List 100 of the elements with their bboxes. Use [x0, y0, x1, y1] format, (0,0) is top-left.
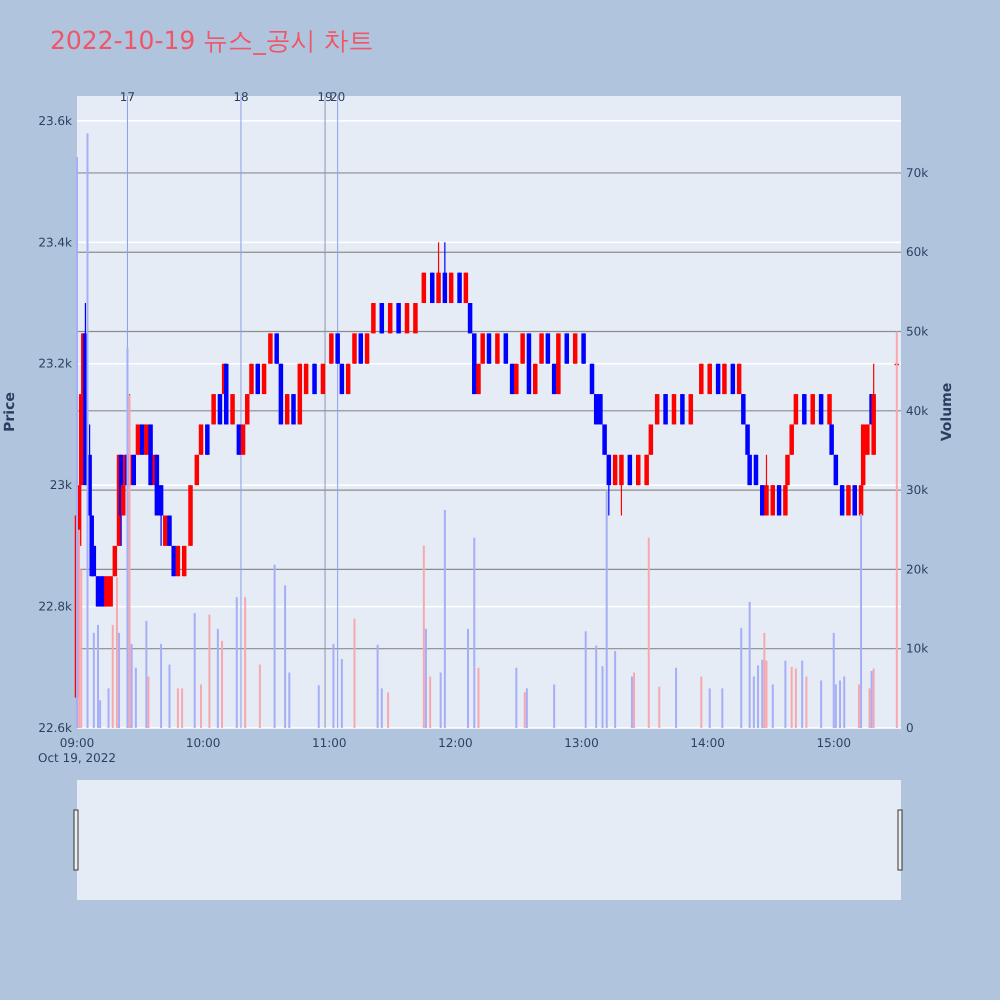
bar: [134, 668, 137, 728]
bar: [832, 632, 835, 728]
ref-line-label: 20: [330, 90, 346, 104]
bar: [200, 684, 202, 728]
ref-line-label: 18: [233, 90, 249, 104]
bar: [284, 585, 286, 728]
bar: [444, 510, 446, 728]
x-tick-label: 15:00: [816, 736, 852, 750]
bar: [868, 688, 870, 728]
bar: [602, 666, 604, 728]
bar: [168, 664, 170, 728]
bar: [794, 668, 797, 728]
bar: [353, 618, 356, 728]
bar: [658, 686, 660, 728]
bar: [466, 628, 469, 728]
bar: [130, 644, 133, 728]
bar: [648, 538, 650, 728]
bar: [108, 688, 110, 728]
y-axis-title: Price: [2, 392, 18, 432]
y-tick-label: 23.6k: [38, 114, 72, 128]
bar: [524, 692, 526, 728]
bar: [860, 514, 862, 728]
bar: [221, 640, 224, 728]
bar: [97, 624, 100, 728]
y-tick-label: 22.8k: [38, 600, 72, 614]
bar: [181, 688, 184, 728]
bar: [118, 632, 120, 728]
bar: [194, 613, 196, 728]
bar: [763, 632, 766, 728]
bar: [128, 394, 131, 728]
y2-axis-title: Volume: [939, 382, 955, 442]
bar: [332, 644, 334, 728]
bar: [790, 666, 793, 728]
x-tick-label: 12:00: [438, 736, 473, 750]
bar: [92, 632, 95, 728]
y2-tick-label: 60k: [906, 245, 928, 260]
bar: [606, 490, 608, 728]
bar: [477, 668, 480, 728]
x-tick-label: 13:00: [564, 736, 599, 750]
bar: [839, 680, 842, 728]
bar: [78, 530, 80, 728]
bar: [160, 644, 162, 728]
bar: [440, 672, 442, 728]
bar: [145, 620, 148, 728]
bar: [772, 684, 774, 728]
bar: [208, 614, 210, 728]
y2-tick-label: 40k: [906, 404, 928, 418]
bar: [147, 676, 150, 728]
y2-tick-label: 70k: [906, 166, 928, 180]
bar: [633, 672, 636, 728]
bar: [708, 688, 711, 728]
bar: [116, 577, 118, 728]
bar: [340, 659, 343, 728]
bar: [801, 660, 804, 728]
bar: [896, 332, 898, 728]
bar: [387, 692, 390, 728]
y-tick-label: 22.6k: [38, 721, 72, 735]
x-tick-label: 14:00: [690, 736, 725, 750]
bar: [176, 688, 179, 728]
bar: [748, 602, 751, 728]
x-tick-label: 11:00: [312, 736, 347, 750]
bar: [526, 688, 528, 728]
x-tick-label: 10:00: [186, 736, 220, 750]
bar: [76, 157, 78, 728]
bar: [236, 597, 238, 728]
bar: [757, 665, 760, 728]
bar: [820, 680, 822, 728]
bar: [376, 644, 379, 728]
bar: [675, 668, 678, 728]
bar: [244, 597, 246, 728]
ref-line-label: 19: [317, 90, 333, 104]
bar: [318, 685, 320, 728]
bar: [380, 688, 383, 728]
bar: [761, 660, 764, 728]
chart-title: 2022-10-19 뉴스_공시 차트: [50, 26, 374, 55]
bar: [614, 651, 616, 728]
bar: [740, 628, 742, 728]
bar: [515, 668, 518, 728]
bar: [784, 660, 786, 728]
bar: [216, 628, 219, 728]
bar: [553, 684, 556, 728]
bar: [112, 624, 114, 728]
bar: [584, 631, 587, 728]
bar: [86, 133, 89, 728]
y2-tick-label: 0: [906, 721, 914, 735]
y2-tick-label: 30k: [906, 483, 928, 498]
bar: [422, 546, 425, 728]
y-tick-label: 23k: [50, 478, 72, 492]
bar: [595, 646, 598, 728]
bar: [288, 672, 290, 728]
y2-tick-label: 20k: [906, 562, 928, 576]
bar: [752, 676, 755, 728]
bar: [700, 676, 702, 728]
x-tick-label: 09:00 Oct 19, 2022: [38, 736, 116, 765]
ref-line-label: 17: [120, 90, 136, 104]
y2-tick-label: 10k: [906, 642, 928, 656]
y-tick-label: 23.4k: [38, 235, 72, 250]
y2-tick-label: 50k: [906, 324, 928, 339]
y-tick-label: 23.2k: [38, 356, 72, 371]
bar: [858, 684, 860, 728]
